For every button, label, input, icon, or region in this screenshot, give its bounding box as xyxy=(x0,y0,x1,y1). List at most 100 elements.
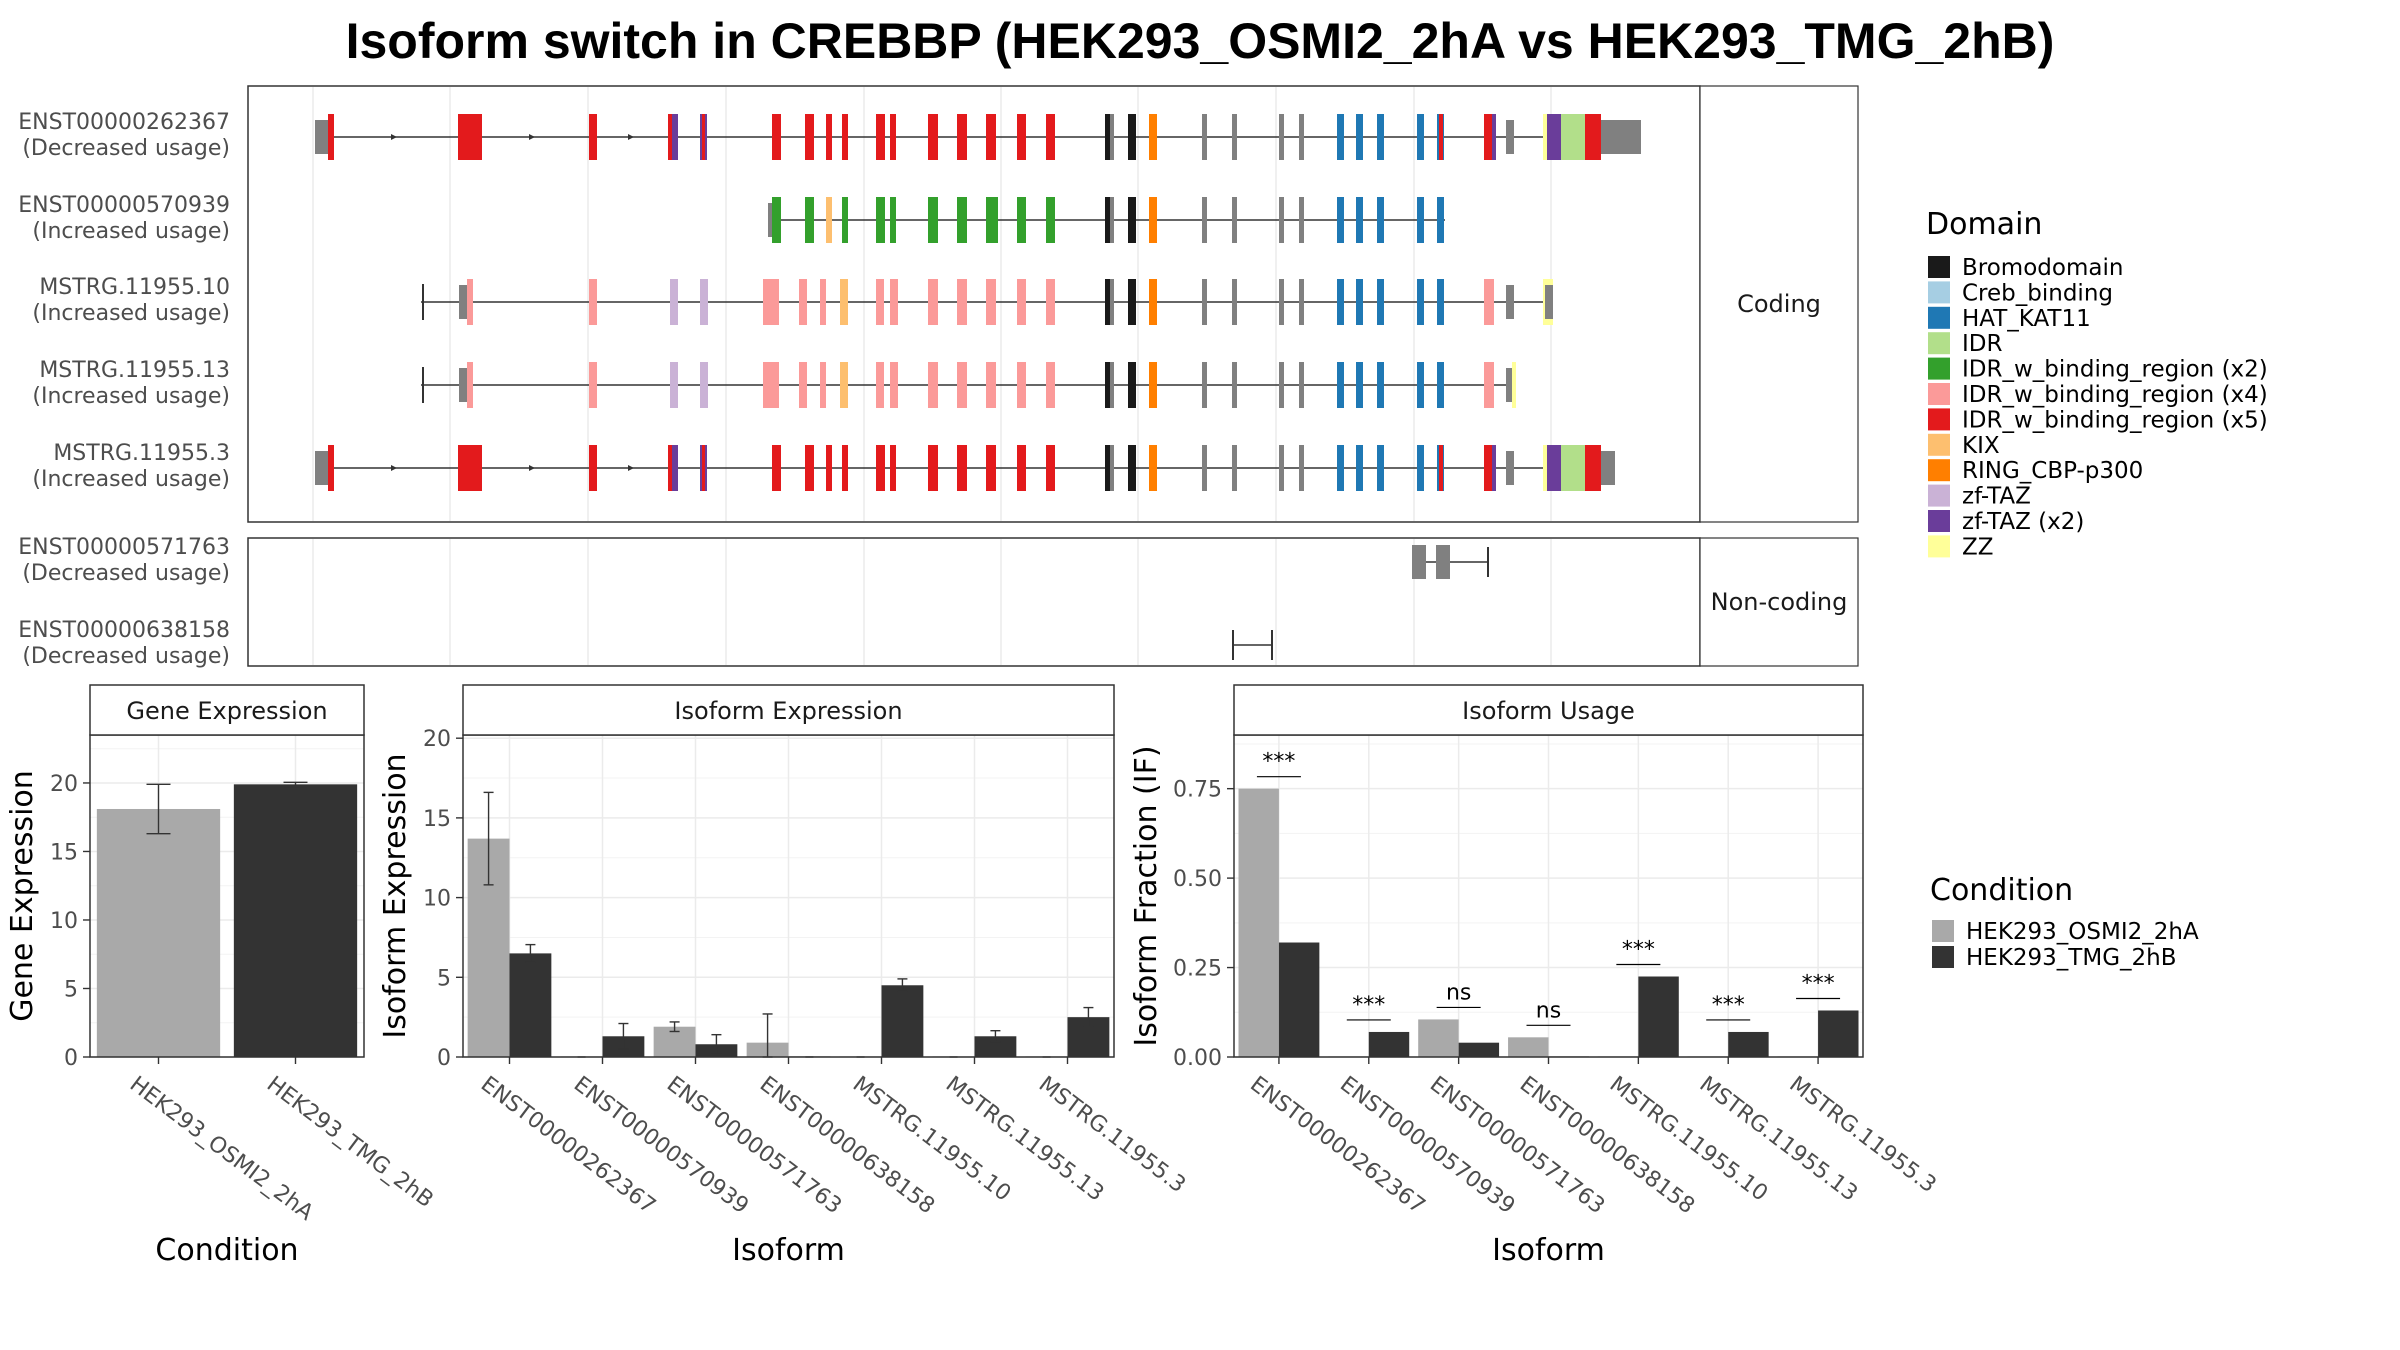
x-tick-label: ENST00000262367 xyxy=(1245,1072,1429,1219)
domain-legend-label: IDR_w_binding_region (x5) xyxy=(1962,407,2268,433)
exon-block xyxy=(1436,545,1450,579)
exon-block xyxy=(826,445,832,491)
exon-block xyxy=(1506,285,1514,319)
exon-block xyxy=(670,362,678,408)
y-tick-label: 15 xyxy=(423,807,451,832)
x-tick-label: MSTRG.11955.3 xyxy=(1784,1072,1940,1198)
exon-block xyxy=(1337,445,1344,491)
exon-block xyxy=(1417,445,1424,491)
domain-legend-label: IDR xyxy=(1962,331,2002,357)
exon-block xyxy=(1506,368,1514,402)
exon-block xyxy=(842,197,848,243)
noncoding-facet-strip xyxy=(1699,537,1859,667)
exon-block xyxy=(1128,445,1136,491)
exon-block xyxy=(1377,279,1384,325)
bar xyxy=(881,985,924,1057)
domain-legend-label: Creb_binding xyxy=(1962,280,2113,306)
exon-block xyxy=(670,279,678,325)
domain-legend-swatch xyxy=(1928,484,1950,507)
exon-block xyxy=(1149,197,1157,243)
exon-block xyxy=(1356,445,1363,491)
exon-block xyxy=(1601,120,1641,154)
domain-legend-swatch xyxy=(1928,408,1950,431)
exon-block xyxy=(1356,279,1363,325)
exon-block xyxy=(1149,114,1157,160)
exon-block xyxy=(876,445,885,491)
domain-legend-swatch xyxy=(1928,535,1950,558)
exon-block xyxy=(1232,197,1237,243)
panel-strip xyxy=(1233,684,1864,736)
exon-block xyxy=(700,279,708,325)
direction-arrow xyxy=(529,134,535,140)
domain-legend-label: KIX xyxy=(1962,433,2000,459)
x-tick-label: ENST00000571763 xyxy=(662,1072,846,1219)
bar xyxy=(1728,1031,1769,1057)
transcript-usage-label: (Increased usage) xyxy=(32,219,230,244)
exon-block xyxy=(1110,362,1114,408)
exon-block xyxy=(1232,362,1237,408)
y-axis-title: Isoform Expression xyxy=(378,753,413,1038)
transcript-id-label: MSTRG.11955.3 xyxy=(53,441,230,466)
domain-legend-swatch xyxy=(1928,510,1950,532)
figure-title: Isoform switch in CREBBP (HEK293_OSMI2_2… xyxy=(346,13,2055,69)
exon-block xyxy=(668,445,674,491)
exon-block xyxy=(805,445,814,491)
exon-block xyxy=(799,362,807,408)
exon-block xyxy=(589,279,597,325)
exon-block xyxy=(1046,362,1055,408)
x-axis-title: Isoform xyxy=(1492,1233,1605,1268)
exon-block xyxy=(957,279,967,325)
direction-arrow xyxy=(391,465,397,471)
y-tick-label: 0.25 xyxy=(1173,957,1222,982)
bar xyxy=(1458,1042,1500,1057)
x-axis-title: Condition xyxy=(155,1233,298,1268)
exon-block xyxy=(1543,445,1549,491)
y-tick-label: 20 xyxy=(423,727,451,752)
transcript-id-label: MSTRG.11955.13 xyxy=(39,358,230,383)
exon-block xyxy=(986,445,996,491)
bar xyxy=(233,784,358,1057)
exon-block xyxy=(668,114,674,160)
panel-title: Isoform Expression xyxy=(674,697,902,725)
domain-legend-swatch xyxy=(1928,332,1950,355)
exon-block xyxy=(1232,279,1237,325)
exon-block xyxy=(1356,197,1363,243)
x-tick-label: ENST00000262367 xyxy=(476,1072,660,1219)
exon-block xyxy=(772,445,781,491)
exon-block xyxy=(1299,362,1304,408)
transcript-usage-label: (Decreased usage) xyxy=(22,561,230,586)
x-tick-label: ENST00000638158 xyxy=(755,1072,939,1219)
domain-legend-swatch xyxy=(1928,281,1950,304)
transcript-usage-label: (Increased usage) xyxy=(32,301,230,326)
panel-strip xyxy=(89,684,365,736)
exon-block xyxy=(1110,114,1114,160)
exon-block xyxy=(1299,197,1304,243)
exon-block xyxy=(957,362,967,408)
domain-legend-swatch xyxy=(1928,383,1950,405)
exon-block xyxy=(1412,545,1426,579)
x-tick-label: ENST00000570939 xyxy=(569,1072,753,1219)
exon-block xyxy=(772,114,781,160)
exon-block xyxy=(1417,362,1424,408)
y-axis-title: Isoform Fraction (IF) xyxy=(1129,745,1164,1046)
exon-block xyxy=(928,279,938,325)
exon-block xyxy=(1299,445,1304,491)
bar xyxy=(1368,1031,1410,1057)
transcript-usage-label: (Decreased usage) xyxy=(22,644,230,669)
y-tick-label: 20 xyxy=(50,772,78,797)
coding-facet-strip xyxy=(1699,85,1859,523)
exon-block xyxy=(1128,197,1136,243)
transcript-track xyxy=(421,362,1516,408)
exon-block xyxy=(772,197,781,243)
exon-block xyxy=(1512,362,1516,408)
exon-block xyxy=(315,451,332,485)
exon-block xyxy=(1149,279,1157,325)
exon-block xyxy=(315,120,332,154)
exon-block xyxy=(928,445,938,491)
exon-block xyxy=(1377,197,1384,243)
exon-block xyxy=(672,114,678,160)
exon-block xyxy=(1439,114,1443,160)
exon-block xyxy=(876,114,885,160)
exon-block xyxy=(826,114,832,160)
y-tick-label: 0 xyxy=(64,1046,78,1071)
